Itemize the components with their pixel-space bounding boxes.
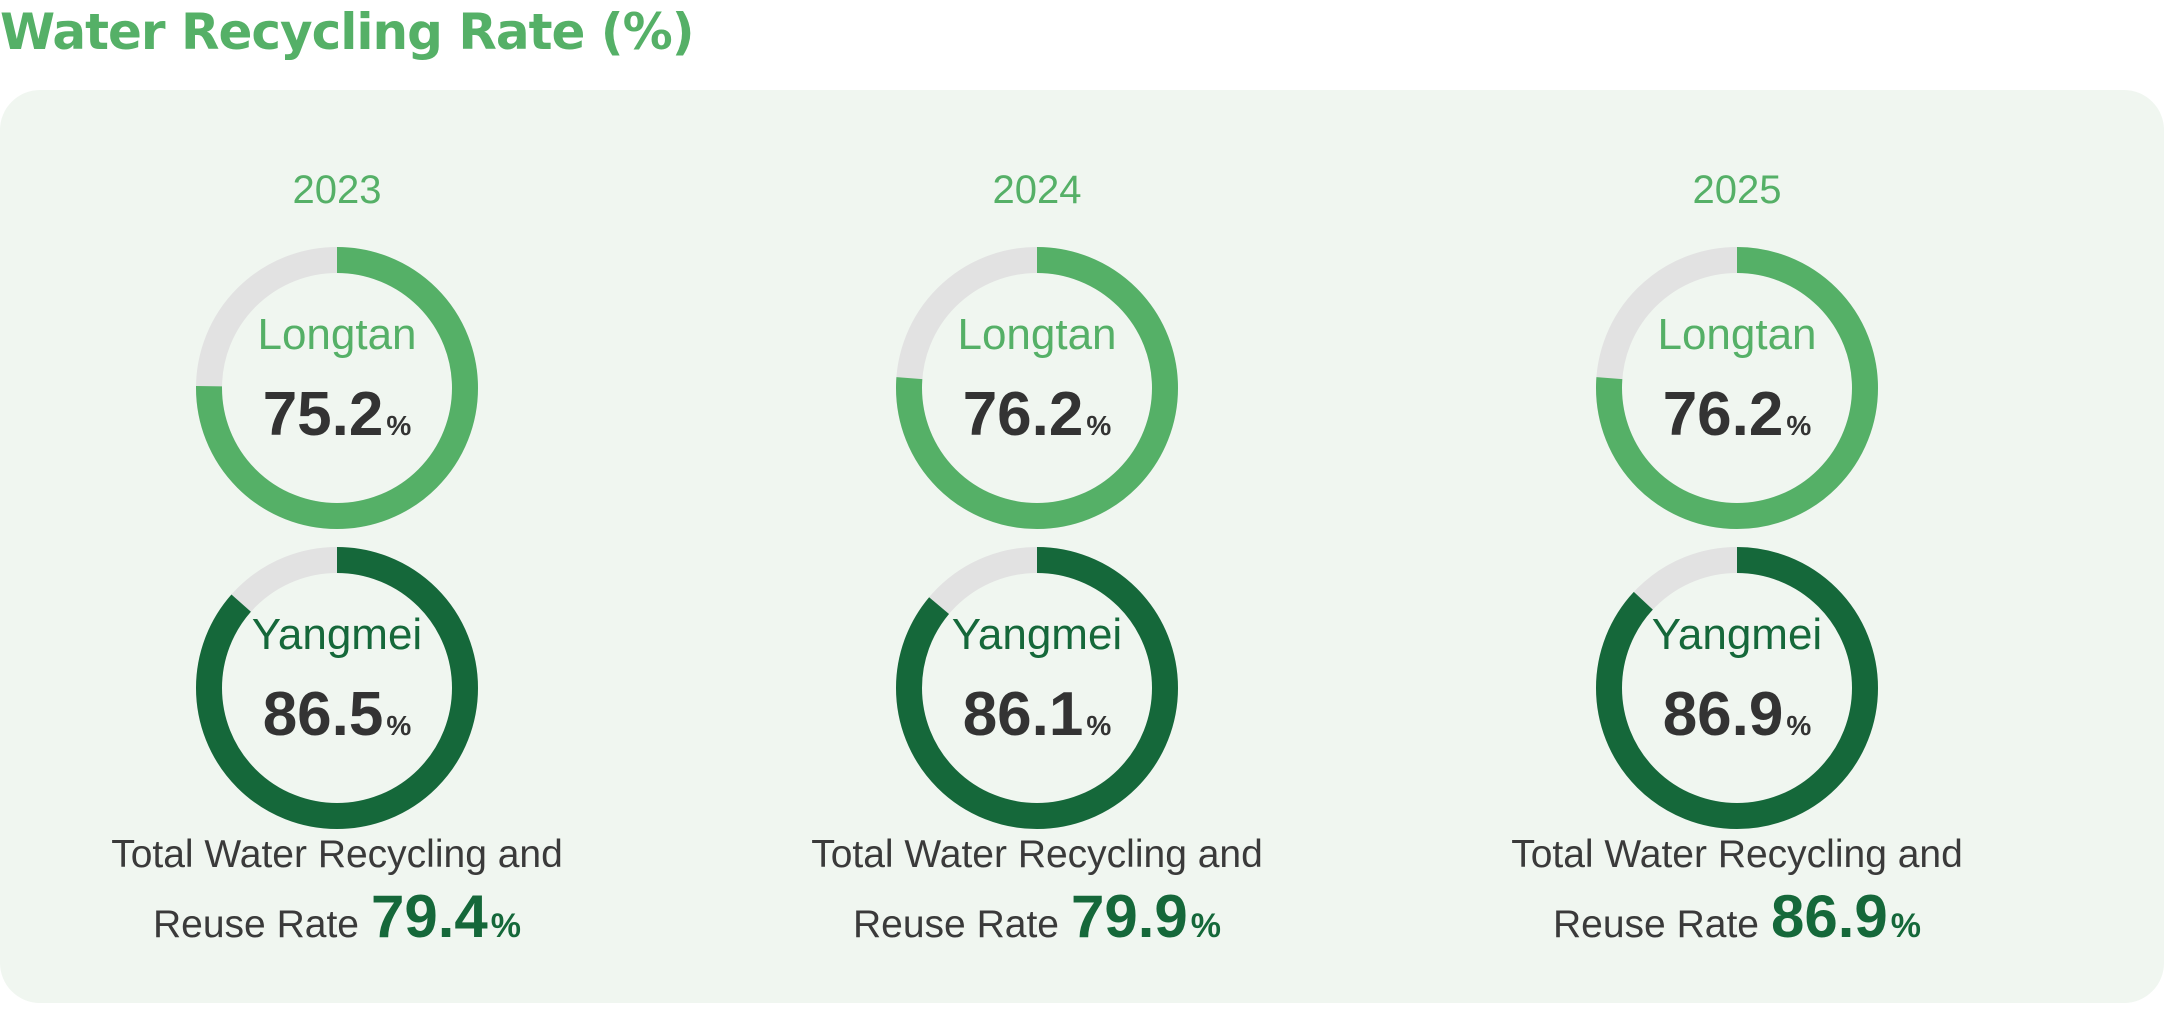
total-label-line1: Total Water Recycling and (111, 833, 563, 876)
page-title: Water Recycling Rate (%) (0, 3, 695, 61)
total-percent-sign: % (1191, 907, 1221, 945)
value-number: 86.9 (1663, 680, 1784, 749)
value-percent-sign: % (1086, 410, 1111, 441)
year-group-2025: 2025 Longtan 76.2 % Yangmei 86.9 % Total Water … (1511, 168, 1963, 950)
site-label: Yangmei (1652, 610, 1822, 659)
donut-chart-grid: 2023 Longtan 75.2 % Yangmei 86.5 % Total Water … (111, 168, 1963, 950)
site-label: Longtan (257, 310, 416, 359)
year-label: 2025 (1693, 168, 1782, 212)
value-number: 86.1 (963, 680, 1084, 749)
value-percent-sign: % (1086, 710, 1111, 741)
value-percent-sign: % (386, 410, 411, 441)
site-label: Yangmei (952, 610, 1122, 659)
value-label: 75.2% (263, 380, 412, 449)
total-label-line2: Reuse Rate 79.4% (153, 883, 521, 950)
total-label-line1: Total Water Recycling and (811, 833, 1263, 876)
total-label-text: Reuse Rate (153, 903, 359, 946)
value-number: 75.2 (263, 380, 384, 449)
donut-longtan-2025: Longtan 76.2% (1596, 247, 1878, 529)
value-number: 76.2 (1663, 380, 1784, 449)
donut-arc (196, 247, 478, 529)
year-group-2024: 2024 Longtan 76.2 % Yangmei 86.1 % Total Water … (811, 168, 1263, 950)
total-label-line1: Total Water Recycling and (1511, 833, 1963, 876)
donut-longtan-2023: Longtan 75.2% (196, 247, 478, 529)
site-label: Longtan (957, 310, 1116, 359)
value-percent-sign: % (1786, 410, 1811, 441)
total-label-line2: Reuse Rate 86.9% (1553, 883, 1921, 950)
year-label: 2023 (293, 168, 382, 212)
donut-arc (896, 247, 1178, 529)
value-number: 76.2 (963, 380, 1084, 449)
total-percent-sign: % (1891, 907, 1921, 945)
donut-yangmei-2023: Yangmei 86.5% (196, 547, 478, 829)
value-label: 76.2% (963, 380, 1112, 449)
chart-panel: 2023 Longtan 75.2% Yangmei 86.5% Total Water … (0, 90, 2164, 1003)
donut-yangmei-2024: Yangmei 86.1% (896, 547, 1178, 829)
value-label: 86.9% (1663, 680, 1812, 749)
donut-arc (1596, 547, 1878, 829)
value-number: 86.5 (263, 680, 384, 749)
donut-arc (1596, 247, 1878, 529)
total-value: 79.9 (1071, 883, 1188, 950)
value-percent-sign: % (1786, 710, 1811, 741)
total-percent-sign: % (491, 907, 521, 945)
total-label-line2: Reuse Rate 79.9% (853, 883, 1221, 950)
value-label: 86.1% (963, 680, 1112, 749)
year-group-2023: 2023 Longtan 75.2 % Yangmei 86.5 % Total Water … (111, 168, 563, 950)
site-label: Longtan (1657, 310, 1816, 359)
value-label: 76.2% (1663, 380, 1812, 449)
value-label: 86.5% (263, 680, 412, 749)
value-percent-sign: % (386, 710, 411, 741)
total-label-text: Reuse Rate (853, 903, 1059, 946)
total-value: 79.4 (371, 883, 488, 950)
year-label: 2024 (993, 168, 1082, 212)
donut-arc (196, 547, 478, 829)
donut-longtan-2024: Longtan 76.2% (896, 247, 1178, 529)
total-value: 86.9 (1771, 883, 1888, 950)
site-label: Yangmei (252, 610, 422, 659)
donut-yangmei-2025: Yangmei 86.9% (1596, 547, 1878, 829)
total-label-text: Reuse Rate (1553, 903, 1759, 946)
donut-arc (896, 547, 1178, 829)
